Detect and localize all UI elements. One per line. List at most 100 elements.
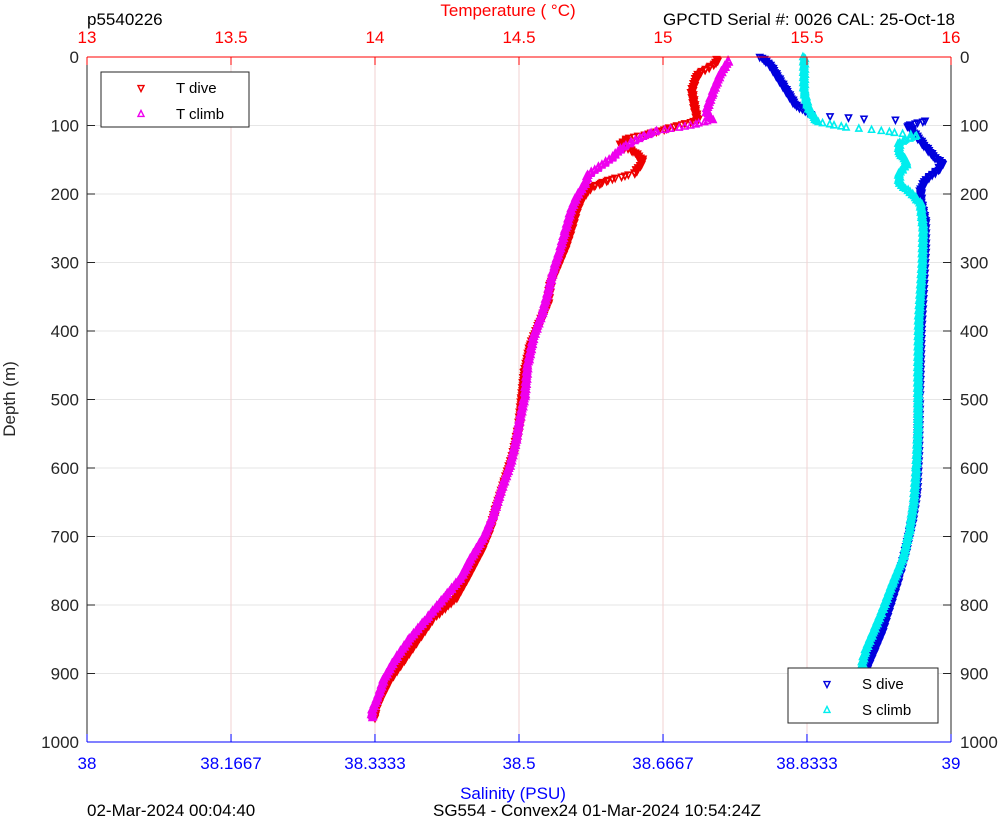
data-point-t-climb bbox=[630, 135, 640, 145]
data-point-s-climb bbox=[898, 128, 907, 138]
depth-tick-label-left: 500 bbox=[51, 391, 79, 410]
data-point-t-climb bbox=[651, 126, 660, 136]
data-point-s-climb bbox=[813, 116, 823, 126]
serial-cal-label: GPCTD Serial #: 0026 CAL: 25-Oct-18 bbox=[663, 10, 955, 29]
temperature-tick-label: 14.5 bbox=[502, 28, 535, 47]
legend-label-s-climb: S climb bbox=[862, 702, 911, 719]
profile-id-label: p5540226 bbox=[87, 10, 163, 29]
data-point-s-dive bbox=[911, 120, 920, 129]
data-point-t-dive bbox=[670, 123, 679, 132]
depth-tick-label-left: 0 bbox=[70, 48, 79, 67]
salinity-axis-title: Salinity (PSU) bbox=[460, 784, 566, 803]
depth-tick-label-left: 900 bbox=[51, 665, 79, 684]
depth-tick-label-right: 1000 bbox=[960, 733, 998, 752]
data-series bbox=[366, 51, 948, 724]
data-point-t-dive bbox=[711, 59, 721, 69]
data-point-s-climb bbox=[910, 131, 920, 140]
data-point-s-dive bbox=[920, 117, 930, 127]
data-point-s-climb bbox=[885, 126, 894, 136]
data-point-t-climb bbox=[700, 116, 709, 126]
legend-marker-shape bbox=[136, 84, 146, 94]
depth-tick-label-left: 200 bbox=[51, 185, 79, 204]
data-point-t-climb bbox=[644, 129, 653, 139]
depth-tick-label-right: 800 bbox=[960, 596, 988, 615]
depth-tick-label-right: 700 bbox=[960, 528, 988, 547]
axes: 0 0 100 100 200 200 300 300 400 400 500 500 600 600 70… bbox=[41, 28, 998, 773]
legend-marker-s-dive bbox=[822, 680, 832, 690]
depth-tick-label-right: 500 bbox=[960, 391, 988, 410]
data-point-s-dive bbox=[918, 118, 928, 128]
data-point-t-climb bbox=[691, 119, 701, 128]
depth-tick-label-right: 100 bbox=[960, 117, 988, 136]
depth-tick-label-left: 800 bbox=[51, 596, 79, 615]
data-point-t-dive bbox=[617, 173, 626, 183]
legend-salinity: S dive S climb bbox=[787, 667, 939, 724]
generated-timestamp: 02-Mar-2024 00:04:40 bbox=[87, 801, 255, 819]
salinity-tick-label: 38.8333 bbox=[776, 754, 837, 773]
depth-tick-label-left: 700 bbox=[51, 528, 79, 547]
mission-label: SG554 - Convex24 01-Mar-2024 10:54:24Z bbox=[433, 801, 761, 819]
data-point-s-climb bbox=[905, 133, 914, 142]
temperature-tick-label: 15 bbox=[654, 28, 673, 47]
data-point-s-climb bbox=[841, 122, 851, 131]
temperature-tick-label: 14 bbox=[366, 28, 385, 47]
legend-temperature-box bbox=[100, 71, 250, 128]
salinity-tick-label: 38 bbox=[78, 754, 97, 773]
depth-tick-label-right: 600 bbox=[960, 459, 988, 478]
data-point-s-dive bbox=[891, 116, 900, 126]
salinity-tick-label: 39 bbox=[942, 754, 961, 773]
temperature-axis-title: Temperature ( °C) bbox=[440, 1, 575, 20]
temperature-tick-label: 15.5 bbox=[790, 28, 823, 47]
depth-tick-label-right: 200 bbox=[960, 185, 988, 204]
data-point-s-climb bbox=[876, 125, 886, 135]
series-t-climb bbox=[366, 55, 734, 722]
depth-tick-label-left: 600 bbox=[51, 459, 79, 478]
salinity-tick-label: 38.6667 bbox=[632, 754, 693, 773]
data-point-t-climb bbox=[634, 133, 644, 143]
data-point-t-dive bbox=[632, 168, 642, 177]
data-point-s-dive bbox=[859, 115, 869, 125]
data-point-t-climb bbox=[686, 120, 695, 129]
depth-axis-title: Depth (m) bbox=[0, 361, 19, 437]
temperature-tick-label: 13 bbox=[78, 28, 97, 47]
data-point-t-climb bbox=[660, 124, 670, 134]
data-point-t-dive bbox=[686, 119, 695, 128]
temperature-tick-label: 16 bbox=[942, 28, 961, 47]
depth-tick-label-left: 100 bbox=[51, 117, 79, 136]
data-point-s-climb bbox=[818, 117, 827, 127]
legend-label-s-dive: S dive bbox=[862, 676, 904, 693]
depth-tick-label-left: 300 bbox=[51, 254, 79, 273]
salinity-tick-label: 38.3333 bbox=[344, 754, 405, 773]
data-point-t-climb bbox=[367, 712, 377, 722]
data-point-t-climb bbox=[666, 123, 675, 132]
temperature-tick-label: 13.5 bbox=[214, 28, 247, 47]
legend-marker-shape bbox=[136, 108, 146, 118]
data-point-s-climb bbox=[825, 118, 835, 128]
data-point-s-dive bbox=[844, 114, 853, 123]
data-point-t-climb bbox=[708, 114, 718, 124]
data-point-s-climb bbox=[854, 123, 864, 132]
legend-marker-t-dive bbox=[136, 84, 146, 94]
salinity-tick-label: 38.5 bbox=[502, 754, 535, 773]
depth-tick-label-left: 400 bbox=[51, 322, 79, 341]
legend-temperature: T dive T climb bbox=[100, 71, 250, 128]
depth-tick-label-right: 900 bbox=[960, 665, 988, 684]
data-point-s-climb bbox=[890, 127, 899, 137]
data-point-s-climb bbox=[867, 124, 876, 134]
legend-label-t-dive: T dive bbox=[176, 80, 217, 97]
data-point-s-dive bbox=[825, 113, 835, 122]
legend-marker-shape bbox=[822, 680, 832, 690]
data-point-s-climb bbox=[829, 119, 839, 129]
depth-tick-label-left: 1000 bbox=[41, 733, 79, 752]
data-point-t-dive bbox=[630, 170, 640, 179]
salinity-tick-label: 38.1667 bbox=[200, 754, 261, 773]
data-point-s-climb bbox=[836, 121, 846, 130]
data-point-s-dive bbox=[913, 119, 922, 129]
data-point-t-climb bbox=[625, 138, 634, 148]
depth-tick-label-right: 400 bbox=[960, 322, 988, 341]
legend-marker-shape bbox=[822, 704, 832, 714]
legend-marker-s-climb bbox=[822, 704, 832, 714]
data-point-t-climb bbox=[674, 122, 684, 131]
depth-tick-label-right: 300 bbox=[960, 254, 988, 273]
